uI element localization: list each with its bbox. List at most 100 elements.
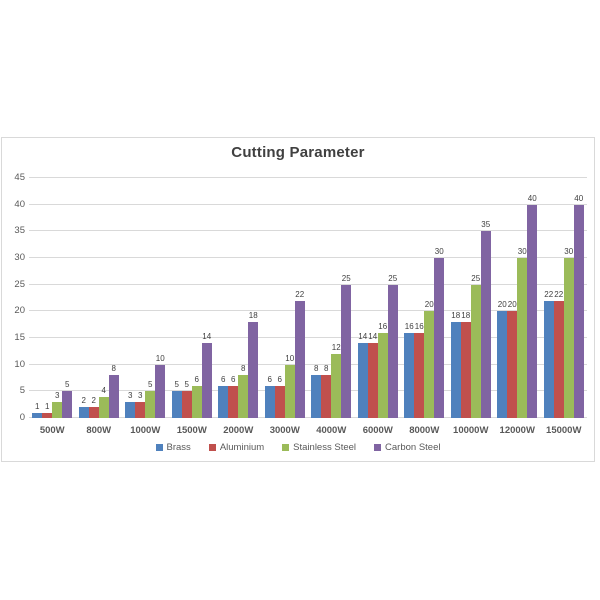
bar-carbon-steel-3000w: 22 <box>294 290 305 418</box>
bar-value-label: 8 <box>314 364 319 374</box>
bar-value-label: 1 <box>45 401 50 411</box>
legend-swatch-aluminium <box>208 444 216 451</box>
legend: Brass Aluminium Stainless Steel Carbon Stee… <box>2 442 594 453</box>
x-label-800w: 800W <box>86 425 112 436</box>
bar-brass-1500w: 5 <box>171 380 182 418</box>
bar-value-label: 18 <box>461 311 471 320</box>
x-label-3000w: 3000W <box>269 425 300 436</box>
bar-value-label: 10 <box>285 353 295 363</box>
gridline-25 <box>29 283 587 285</box>
bar-value-label: 20 <box>507 300 517 310</box>
x-label-500w: 500W <box>39 425 65 436</box>
legend-swatch-brass <box>155 444 163 451</box>
bar-value-label: 8 <box>324 364 329 374</box>
legend-item-stainless-steel: Stainless Steel <box>282 442 356 453</box>
gridline-15 <box>29 337 587 338</box>
bar-carbon-steel-4000w: 25 <box>341 274 352 418</box>
bar-group-6000w: 14 14 16 25 <box>355 178 402 418</box>
bar-groups: 1 1 3 5 2 2 4 8 3 3 5 10 5 5 6 14 6 6 8 18 6 6 10 22 8 8 12 25 14 14 1… <box>29 178 587 418</box>
bar-group-1000w: 3 3 5 10 <box>122 178 169 418</box>
plot-area: 0 5 10 15 20 25 30 35 40 45 1 1 3 5 2 2 4 8 3 3 5 10 5 5 6 14 6 6 8 1… <box>14 172 587 423</box>
bar-brass-800w: 2 <box>78 396 89 418</box>
y-tick-25: 25 <box>14 278 25 290</box>
bar-value-label: 14 <box>368 332 378 342</box>
legend-item-aluminium: Aluminium <box>208 442 265 453</box>
bar-aluminium-8000w: 16 <box>414 322 425 418</box>
bar-carbon-steel-12000w: 40 <box>527 194 538 418</box>
bar-value-label: 6 <box>267 375 272 384</box>
bar-value-label: 4 <box>101 385 106 395</box>
x-label-12000w: 12000W <box>499 425 535 436</box>
bar-stainless-steel-12000w: 30 <box>517 247 528 418</box>
bar-value-label: 30 <box>517 247 527 256</box>
bar-group-4000w: 8 8 12 25 <box>308 178 355 418</box>
bar-brass-8000w: 16 <box>404 322 415 418</box>
bar-stainless-steel-3000w: 10 <box>284 354 295 418</box>
bar-group-8000w: 16 16 20 30 <box>401 178 448 418</box>
bar-value-label: 5 <box>148 380 153 390</box>
bar-value-label: 22 <box>554 289 564 299</box>
bar-value-label: 8 <box>111 364 116 374</box>
bar-carbon-steel-10000w: 35 <box>480 220 491 418</box>
y-tick-20: 20 <box>14 305 25 317</box>
bar-value-label: 22 <box>544 289 554 299</box>
bar-aluminium-2000w: 6 <box>228 375 239 418</box>
bar-brass-3000w: 6 <box>264 375 275 418</box>
bar-value-label: 6 <box>221 375 226 384</box>
bar-value-label: 35 <box>481 220 491 230</box>
bar-aluminium-6000w: 14 <box>367 332 378 418</box>
legend-label-brass: Brass <box>166 442 191 453</box>
bar-stainless-steel-800w: 4 <box>98 386 109 418</box>
gridline-10 <box>29 363 587 365</box>
legend-label-aluminium: Aluminium <box>219 442 265 453</box>
bar-carbon-steel-1500w: 14 <box>201 332 212 418</box>
bar-value-label: 10 <box>155 353 165 363</box>
bar-carbon-steel-500w: 5 <box>62 380 73 418</box>
y-tick-40: 40 <box>14 198 25 210</box>
x-label-4000w: 4000W <box>316 425 347 436</box>
x-label-10000w: 10000W <box>453 425 489 436</box>
y-tick-5: 5 <box>19 385 25 397</box>
bar-brass-500w: 1 <box>32 402 43 418</box>
bar-aluminium-500w: 1 <box>42 402 53 418</box>
bar-aluminium-1500w: 5 <box>181 380 192 418</box>
gridline-40 <box>29 203 587 205</box>
bar-aluminium-15000w: 22 <box>553 290 564 418</box>
legend-label-stainless-steel: Stainless Steel <box>293 442 357 453</box>
bar-group-2000w: 6 6 8 18 <box>215 178 262 418</box>
bar-value-label: 16 <box>378 321 388 331</box>
x-label-1500w: 1500W <box>176 425 207 436</box>
bar-stainless-steel-1000w: 5 <box>145 380 156 418</box>
bar-carbon-steel-2000w: 18 <box>248 311 259 418</box>
y-tick-45: 45 <box>14 172 25 183</box>
bar-group-12000w: 20 20 30 40 <box>494 178 541 418</box>
bar-brass-2000w: 6 <box>218 375 229 418</box>
bar-brass-6000w: 14 <box>357 332 368 418</box>
bar-carbon-steel-1000w: 10 <box>155 354 166 418</box>
bar-carbon-steel-6000w: 25 <box>387 274 398 418</box>
gridline-20 <box>29 310 587 312</box>
bar-aluminium-12000w: 20 <box>507 300 518 418</box>
bar-brass-15000w: 22 <box>543 290 554 418</box>
bar-carbon-steel-8000w: 30 <box>434 247 445 418</box>
x-label-8000w: 8000W <box>409 425 440 436</box>
x-label-2000w: 2000W <box>223 425 254 436</box>
bar-value-label: 20 <box>497 300 507 310</box>
bar-value-label: 25 <box>388 273 398 283</box>
cutting-parameter-chart: Cutting Parameter 0 5 10 15 20 25 30 35 40 45 1 1 3 5… <box>1 137 595 462</box>
bar-value-label: 40 <box>527 193 537 203</box>
x-label-6000w: 6000W <box>362 425 393 436</box>
bar-value-label: 5 <box>174 380 179 390</box>
gridline-5 <box>29 390 587 392</box>
x-axis-labels: 500W 800W 1000W 1500W 2000W 3000W 4000W 6000W 80… <box>29 425 587 436</box>
gridline-30 <box>29 257 587 258</box>
bar-brass-1000w: 3 <box>125 391 136 418</box>
bar-value-label: 16 <box>414 321 424 331</box>
bar-stainless-steel-4000w: 12 <box>331 343 342 418</box>
bar-aluminium-4000w: 8 <box>321 364 332 418</box>
bar-aluminium-1000w: 3 <box>135 391 146 418</box>
bar-value-label: 30 <box>564 247 574 256</box>
bar-value-label: 18 <box>451 311 461 320</box>
